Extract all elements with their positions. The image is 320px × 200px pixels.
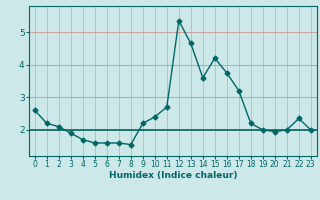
X-axis label: Humidex (Indice chaleur): Humidex (Indice chaleur) xyxy=(108,171,237,180)
